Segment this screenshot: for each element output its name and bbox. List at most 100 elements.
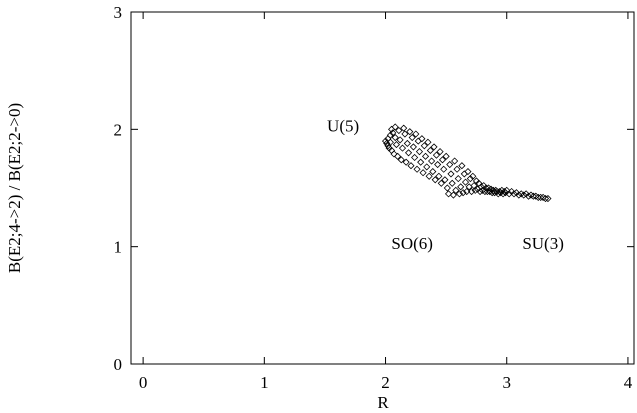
data-point — [436, 148, 444, 156]
data-point — [424, 138, 432, 146]
data-point — [418, 135, 426, 143]
data-point — [444, 190, 453, 198]
annotations: U(5) SO(6) SU(3) — [327, 117, 564, 253]
data-point — [421, 152, 430, 160]
data-point — [407, 162, 415, 170]
data-point — [459, 189, 467, 197]
data-point — [457, 183, 465, 191]
data-point — [441, 176, 449, 184]
data-point — [397, 156, 405, 164]
data-point — [420, 142, 428, 150]
data-point — [413, 165, 421, 173]
data-point — [438, 156, 447, 164]
plot-frame — [130, 11, 635, 365]
data-point — [390, 150, 398, 158]
data-point — [489, 186, 497, 194]
y-tick-labels: 0 1 2 3 — [114, 3, 123, 374]
data-point — [415, 148, 424, 156]
data-point — [429, 168, 437, 176]
data-point — [396, 136, 404, 144]
data-point — [440, 165, 448, 173]
data-point — [391, 133, 399, 142]
data-point — [466, 175, 474, 183]
data-point — [499, 190, 507, 198]
x-axis-label: R — [377, 393, 389, 412]
data-point — [449, 191, 457, 199]
data-point — [404, 149, 413, 157]
data-point — [452, 186, 460, 194]
axis-ticks — [131, 11, 634, 365]
data-point — [432, 151, 441, 159]
data-point — [494, 190, 502, 198]
data-point — [383, 139, 391, 147]
y-tick-label: 3 — [114, 3, 123, 22]
data-point — [482, 184, 490, 192]
data-point — [411, 153, 419, 162]
data-point — [395, 126, 403, 135]
data-point — [455, 190, 464, 198]
data-point — [391, 123, 399, 131]
data-point — [409, 143, 417, 151]
data-point — [463, 187, 471, 196]
data-point — [510, 190, 518, 198]
annotation-label: SU(3) — [522, 234, 564, 253]
x-tick-label: 1 — [260, 373, 269, 392]
data-point — [520, 191, 528, 199]
data-point — [423, 163, 431, 171]
data-point — [394, 152, 402, 160]
data-point — [430, 143, 438, 151]
data-point — [406, 128, 414, 136]
data-point — [419, 169, 427, 177]
data-point — [403, 139, 411, 147]
y-tick-label: 2 — [114, 120, 123, 139]
data-point — [451, 157, 459, 165]
data-point — [431, 176, 439, 184]
y-tick-label: 1 — [114, 238, 123, 257]
data-point — [461, 178, 470, 186]
data-point — [477, 183, 485, 191]
data-point — [435, 172, 443, 180]
data-point — [453, 165, 461, 173]
data-point — [400, 124, 408, 132]
data-point — [402, 158, 410, 166]
x-tick-label: 3 — [502, 373, 511, 392]
data-point — [434, 160, 442, 169]
data-point — [408, 133, 416, 142]
data-point — [426, 146, 434, 155]
data-point — [524, 192, 533, 200]
data-point — [437, 179, 445, 187]
data-point — [476, 187, 484, 196]
data-point — [425, 172, 433, 180]
y-axis-label: B(E2;4->2) / B(E2;2->0) — [5, 103, 24, 273]
data-point — [428, 157, 436, 165]
data-point — [446, 160, 454, 169]
data-point — [448, 179, 456, 187]
data-point — [447, 170, 455, 178]
annotation-label: U(5) — [327, 117, 359, 136]
x-tick-labels: 0 1 2 3 4 — [139, 373, 633, 392]
data-point — [460, 170, 468, 178]
x-tick-label: 0 — [139, 373, 148, 392]
data-point — [386, 138, 394, 146]
data-point — [505, 190, 513, 198]
data-point — [454, 175, 462, 183]
data-point — [386, 131, 394, 139]
data-point — [537, 193, 545, 201]
data-point — [541, 194, 550, 203]
data-point — [443, 184, 451, 192]
x-tick-label: 2 — [381, 373, 390, 392]
data-point — [544, 194, 552, 203]
data-point — [534, 193, 542, 201]
data-point — [458, 162, 466, 170]
data-points — [381, 123, 552, 203]
data-point — [529, 192, 537, 200]
y-tick-label: 0 — [114, 355, 123, 374]
data-point — [515, 191, 523, 199]
data-point — [401, 130, 409, 138]
data-point — [417, 158, 425, 166]
data-point — [469, 172, 477, 180]
data-point — [412, 130, 420, 138]
data-point — [398, 144, 407, 152]
data-point — [501, 189, 510, 197]
